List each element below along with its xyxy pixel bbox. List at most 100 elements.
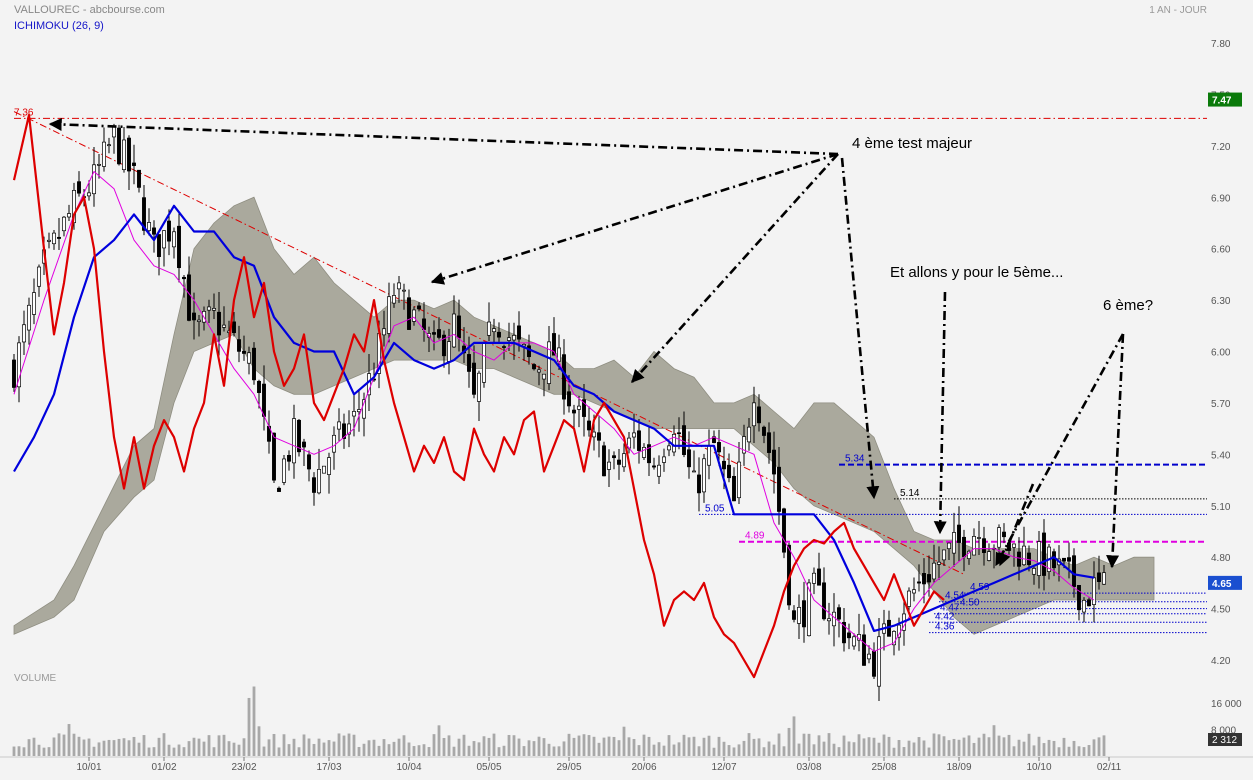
candle-body bbox=[1032, 568, 1036, 575]
candle bbox=[107, 137, 111, 154]
candle-body bbox=[867, 653, 871, 660]
candle-body bbox=[27, 304, 31, 331]
candle bbox=[382, 310, 386, 347]
candle-body bbox=[847, 632, 851, 639]
candle-body bbox=[612, 455, 616, 459]
candle-body bbox=[517, 325, 521, 340]
candle bbox=[762, 425, 766, 444]
candle bbox=[312, 472, 316, 506]
volume-bar bbox=[102, 740, 106, 756]
candle bbox=[127, 135, 131, 190]
candle-body bbox=[1097, 572, 1101, 582]
volume-bar bbox=[832, 743, 836, 756]
candle-body bbox=[837, 607, 841, 620]
candle bbox=[1042, 519, 1046, 591]
volume-label: VOLUME bbox=[14, 673, 57, 684]
candle-body bbox=[67, 213, 71, 218]
candle-body bbox=[1072, 555, 1076, 587]
volume-bar bbox=[887, 736, 891, 756]
candle bbox=[677, 417, 681, 450]
candle bbox=[292, 404, 296, 479]
candle-body bbox=[792, 610, 796, 620]
candle bbox=[972, 528, 976, 556]
candle-body bbox=[662, 456, 666, 463]
volume-bar bbox=[152, 747, 156, 756]
candle bbox=[282, 454, 286, 486]
candle bbox=[52, 229, 56, 250]
volume-bar bbox=[237, 744, 241, 756]
candle-body bbox=[282, 458, 286, 483]
volume-bar bbox=[652, 744, 656, 756]
candle bbox=[1097, 555, 1101, 590]
candle-body bbox=[722, 460, 726, 470]
candle bbox=[457, 299, 461, 352]
x-tick-label-01/02: 01/02 bbox=[151, 762, 176, 773]
y-tick-label-5.70: 5.70 bbox=[1211, 399, 1231, 410]
level-label-5.14: 5.14 bbox=[900, 488, 920, 499]
volume-tick-label-16000: 16 000 bbox=[1211, 699, 1242, 710]
candle bbox=[157, 234, 161, 276]
volume-bar bbox=[937, 734, 941, 756]
candle bbox=[252, 342, 256, 385]
volume-bar bbox=[337, 733, 341, 756]
candle bbox=[477, 370, 481, 421]
volume-bar bbox=[482, 736, 486, 756]
candle bbox=[1002, 523, 1006, 544]
volume-bar bbox=[717, 736, 721, 756]
candle bbox=[482, 341, 486, 388]
volume-bar bbox=[1027, 733, 1031, 756]
candle bbox=[647, 426, 651, 477]
candle-body bbox=[532, 364, 536, 370]
volume-bar bbox=[1097, 737, 1101, 756]
candle bbox=[147, 208, 151, 236]
candle bbox=[597, 416, 601, 458]
candle bbox=[1082, 597, 1086, 623]
candle-body bbox=[657, 464, 661, 477]
level-label-4.42: 4.42 bbox=[935, 611, 955, 622]
volume-bar bbox=[457, 738, 461, 756]
candle bbox=[172, 227, 176, 259]
candle bbox=[757, 394, 761, 432]
volume-bar bbox=[752, 738, 756, 756]
volume-bar bbox=[292, 738, 296, 756]
volume-bar bbox=[322, 742, 326, 756]
candle-body bbox=[567, 391, 571, 407]
candle bbox=[797, 594, 801, 639]
candle-body bbox=[892, 631, 896, 646]
volume-bar bbox=[577, 735, 581, 756]
candle-body bbox=[57, 236, 61, 239]
candle-body bbox=[322, 465, 326, 474]
candle bbox=[407, 289, 411, 331]
candle bbox=[442, 330, 446, 368]
candle-body bbox=[212, 308, 216, 311]
volume-bar bbox=[882, 734, 886, 756]
level-label-4.89: 4.89 bbox=[745, 531, 765, 542]
candle bbox=[432, 320, 436, 351]
candle bbox=[352, 394, 356, 437]
volume-bar bbox=[672, 744, 676, 756]
candle-body bbox=[297, 419, 301, 453]
candle bbox=[742, 424, 746, 466]
volume-bar bbox=[647, 736, 651, 756]
candle bbox=[662, 448, 666, 472]
volume-bar bbox=[97, 742, 101, 756]
volume-bar bbox=[477, 742, 481, 756]
candle-body bbox=[582, 399, 586, 417]
candle-body bbox=[307, 454, 311, 470]
candle bbox=[347, 410, 351, 448]
candle-body bbox=[437, 329, 441, 338]
volume-bar bbox=[137, 742, 141, 756]
volume-bar bbox=[707, 735, 711, 756]
candle-body bbox=[827, 618, 831, 622]
candle bbox=[22, 310, 26, 356]
volume-bar bbox=[952, 738, 956, 756]
volume-bar bbox=[112, 740, 116, 756]
x-tick-label-05/05: 05/05 bbox=[476, 762, 501, 773]
volume-bar bbox=[562, 741, 566, 756]
y-tick-label-5.40: 5.40 bbox=[1211, 450, 1231, 461]
volume-bar bbox=[692, 736, 696, 756]
candle bbox=[417, 302, 421, 312]
volume-bar bbox=[862, 738, 866, 756]
volume-bar bbox=[627, 737, 631, 756]
